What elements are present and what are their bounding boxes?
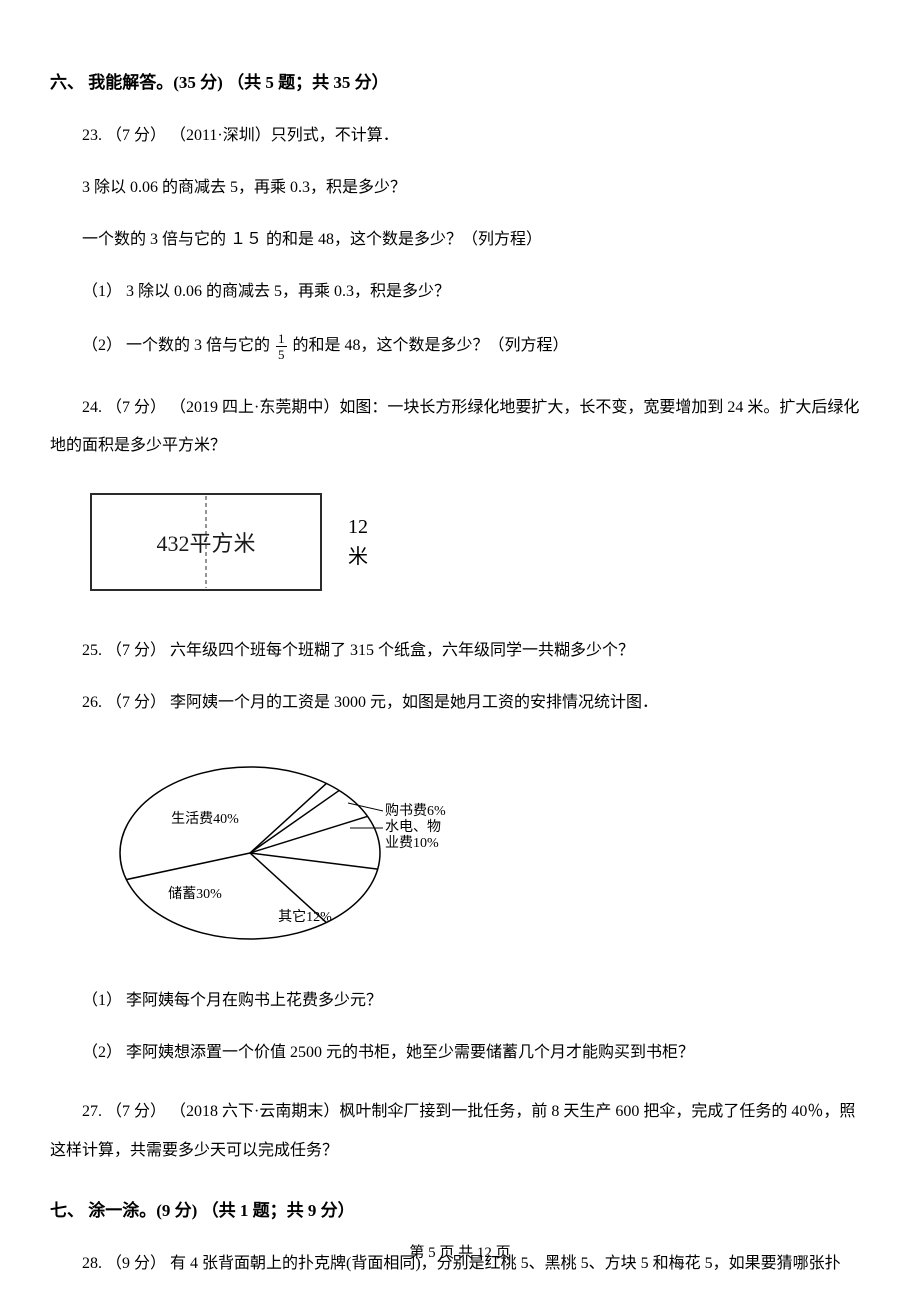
pie-div-2b xyxy=(250,791,339,854)
rect-area-text: 432平方米 xyxy=(156,531,255,556)
fraction-num: 1 xyxy=(276,332,287,347)
q26-figure: 生活费40% 储蓄30% 其它12% 水电、物 业费10% 购书费6% xyxy=(90,743,870,961)
q24-text: 24. （7 分） （2019 四上·东莞期中）如图：一块长方形绿化地要扩大，长… xyxy=(50,389,870,466)
pie-div-4 xyxy=(250,853,378,869)
pie-label-saving: 储蓄30% xyxy=(168,886,222,902)
section-seven-heading: 七、 涂一涂。(9 分) （共 1 题；共 9 分） xyxy=(50,1198,870,1224)
q26-sub2: （2） 李阿姨想添置一个价值 2500 元的书柜，她至少需要储蓄几个月才能购买到… xyxy=(50,1041,870,1065)
q25-text: 25. （7 分） 六年级四个班每个班糊了 315 个纸盒，六年级同学一共糊多少… xyxy=(50,639,870,663)
q24-figure: 432平方米 12 米 xyxy=(90,493,870,611)
section-six-heading: 六、 我能解答。(35 分) （共 5 题；共 35 分） xyxy=(50,70,870,96)
fraction-den: 5 xyxy=(276,347,287,361)
pie-leader-book xyxy=(348,803,383,811)
q23-sub1: （1） 3 除以 0.06 的商减去 5，再乘 0.3，积是多少？ xyxy=(50,280,870,304)
pie-label-other: 其它12% xyxy=(278,908,332,925)
q23-sub2-b: 的和是 48，这个数是多少？（列方程） xyxy=(289,337,569,354)
pie-div-1 xyxy=(126,853,250,880)
pie-div-2 xyxy=(250,784,326,854)
rect-side-bottom: 米 xyxy=(348,545,368,568)
pie-div-3 xyxy=(250,817,368,854)
pie-figure-svg: 生活费40% 储蓄30% 其它12% 水电、物 业费10% 购书费6% xyxy=(90,743,450,953)
rect-figure-svg: 432平方米 12 米 xyxy=(90,493,390,603)
q23-line2: 3 除以 0.06 的商减去 5，再乘 0.3，积是多少？ xyxy=(50,176,870,200)
pie-label-book: 购书费6% xyxy=(385,803,446,819)
q23-sub2: （2） 一个数的 3 倍与它的 15 的和是 48，这个数是多少？（列方程） xyxy=(50,332,870,361)
q27-text: 27. （7 分） （2018 六下·云南期末）枫叶制伞厂接到一批任务，前 8 … xyxy=(50,1093,870,1170)
rect-side-top: 12 xyxy=(348,516,368,538)
fraction-one-fifth: 15 xyxy=(276,332,287,361)
q23-sub2-a: （2） 一个数的 3 倍与它的 xyxy=(82,337,274,354)
q26-sub1: （1） 李阿姨每个月在购书上花费多少元？ xyxy=(50,989,870,1013)
q23-line3: 一个数的 3 倍与它的 １５ 的和是 48，这个数是多少？（列方程） xyxy=(50,228,870,252)
page-footer: 第 5 页 共 12 页 xyxy=(0,1241,920,1262)
pie-label-utility2: 业费10% xyxy=(385,835,439,851)
q23-line1: 23. （7 分） （2011·深圳）只列式，不计算． xyxy=(50,124,870,148)
pie-label-utility1: 水电、物 xyxy=(385,819,441,835)
q26-text: 26. （7 分） 李阿姨一个月的工资是 3000 元，如图是她月工资的安排情况… xyxy=(50,691,870,715)
pie-label-living: 生活费40% xyxy=(171,811,239,827)
